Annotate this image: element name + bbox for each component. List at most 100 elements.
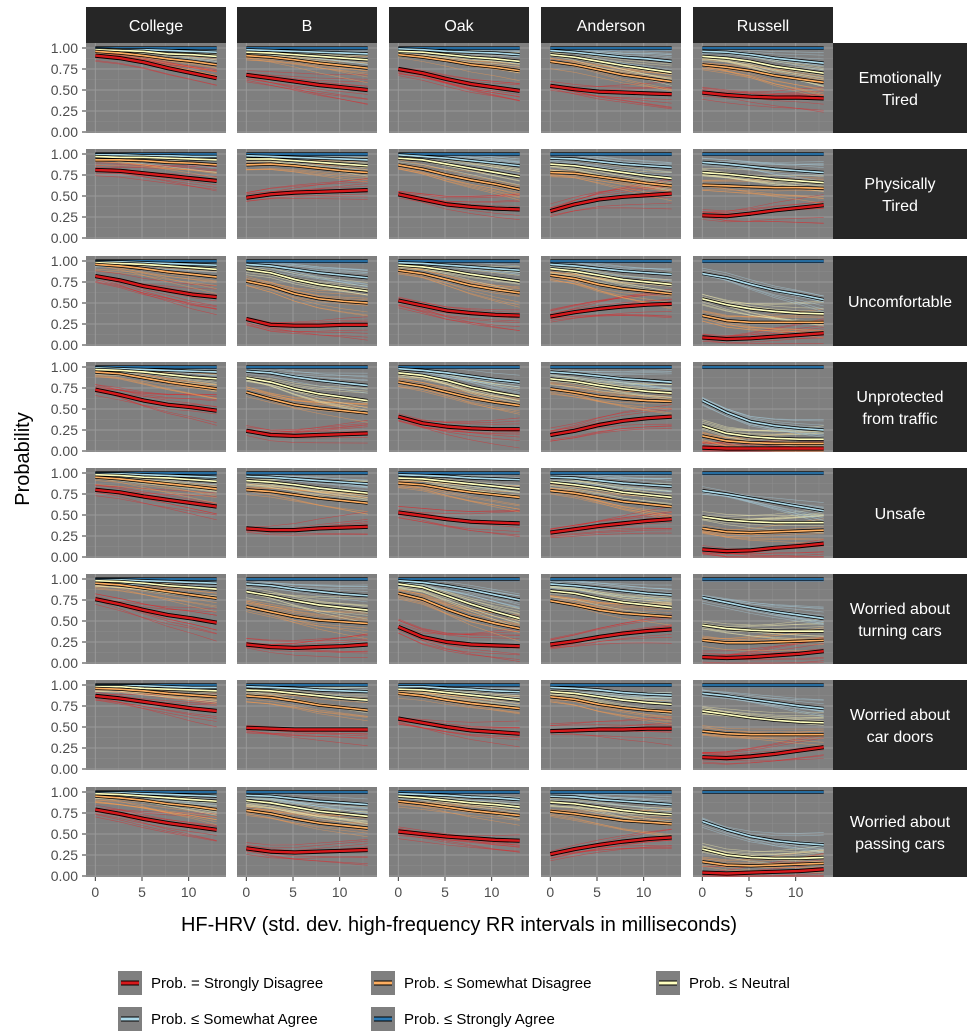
series-line-sd xyxy=(95,168,217,183)
draw-line-swd xyxy=(702,635,824,641)
draw-line-sd xyxy=(702,329,824,337)
series-line-swd xyxy=(246,809,368,829)
row-label: Tired xyxy=(882,92,918,109)
series-line-neu xyxy=(95,579,217,590)
legend: Prob. = Strongly Disagree Prob. ≤ Somewha… xyxy=(118,971,790,1031)
draw-line-sd xyxy=(550,315,672,321)
x-tick-label: 10 xyxy=(484,884,500,900)
draw-line-swd xyxy=(702,725,824,730)
series-line-sd xyxy=(95,274,217,299)
draw-line-swd xyxy=(246,701,368,717)
draw-line-sd xyxy=(550,426,672,440)
series-line-sd xyxy=(702,204,824,218)
y-tick-label: 0.75 xyxy=(51,592,78,608)
panel-1-4 xyxy=(693,149,833,239)
y-tick-label: 0.50 xyxy=(51,507,78,523)
series-line-sd xyxy=(95,694,217,713)
row-strip-7 xyxy=(833,787,967,877)
draw-line-swd xyxy=(550,68,672,91)
series-line-sd xyxy=(702,542,824,553)
draw-line-swd xyxy=(398,484,520,507)
draw-line-swa xyxy=(550,799,672,810)
series-line-swd xyxy=(702,730,824,736)
panel-3-0 xyxy=(86,362,226,452)
series-line-swa xyxy=(398,261,520,272)
series-line-neu xyxy=(702,297,824,315)
draw-line-sd xyxy=(398,721,520,748)
draw-line-swd xyxy=(398,57,520,81)
draw-line-sd xyxy=(702,194,824,213)
draw-line-sd xyxy=(398,417,520,441)
draw-line-swd xyxy=(246,168,368,176)
series-line-sd xyxy=(550,628,672,646)
draw-line-neu xyxy=(246,803,368,827)
y-tick-label: 0.50 xyxy=(51,613,78,629)
draw-line-swd xyxy=(702,646,824,651)
draw-line-swa xyxy=(702,595,824,613)
draw-line-swd xyxy=(95,484,217,498)
draw-line-swa xyxy=(702,164,824,177)
panel-1-1 xyxy=(237,149,377,239)
series-line-neu xyxy=(550,163,672,180)
draw-line-swd xyxy=(246,396,368,415)
y-tick-label: 0.75 xyxy=(51,274,78,290)
series-line-swd xyxy=(550,695,672,713)
series-line-swa xyxy=(701,399,824,431)
draw-line-swd xyxy=(246,701,368,718)
draw-line-swd xyxy=(246,168,368,178)
draw-line-sd xyxy=(550,529,672,537)
column-strip-2 xyxy=(389,7,529,43)
draw-line-sd xyxy=(246,647,368,658)
draw-line-swa xyxy=(702,695,824,712)
series-line-neu xyxy=(95,155,217,161)
draw-line-swd xyxy=(246,285,368,317)
y-tick-label: 1.00 xyxy=(51,359,78,375)
y-tick-label: 0.75 xyxy=(51,380,78,396)
draw-line-neu xyxy=(702,519,824,526)
series-line-sd xyxy=(398,830,520,842)
row-label: Unsafe xyxy=(875,506,926,523)
series-line-swd xyxy=(95,159,217,166)
series-line-sd xyxy=(550,836,672,856)
series-line-swd xyxy=(246,695,368,712)
y-axis-title: Probability xyxy=(12,412,34,505)
series-line-sd xyxy=(549,192,672,213)
series-line-swa xyxy=(550,371,672,383)
series-line-sd xyxy=(702,91,824,100)
draw-line-neu xyxy=(246,379,368,413)
draw-line-neu xyxy=(702,628,824,640)
draw-line-sd xyxy=(702,201,824,214)
series-line-neu xyxy=(702,710,824,724)
draw-line-swa xyxy=(702,274,824,307)
series-line-neu xyxy=(398,157,520,178)
draw-line-sd xyxy=(95,814,217,841)
series-line-neu xyxy=(398,50,520,63)
draw-line-swa xyxy=(550,375,672,390)
draw-line-sd xyxy=(95,816,217,842)
draw-line-neu xyxy=(550,587,672,603)
y-tick-label: 0.50 xyxy=(51,719,78,735)
series-line-sd xyxy=(550,727,672,733)
draw-line-neu xyxy=(702,294,824,309)
column-strip-3 xyxy=(541,7,681,43)
row-strip-4 xyxy=(833,468,967,558)
series-line-neu xyxy=(398,264,520,283)
row-label: Physically xyxy=(864,176,935,193)
x-tick-label: 10 xyxy=(332,884,348,900)
y-tick-label: 0.75 xyxy=(51,805,78,821)
draw-line-sd xyxy=(246,529,368,535)
draw-line-swd xyxy=(702,190,824,197)
y-tick-label: 0.25 xyxy=(51,634,78,650)
draw-line-neu xyxy=(550,692,672,712)
x-tick-label: 0 xyxy=(394,884,402,900)
column-label: College xyxy=(129,18,183,35)
series-line-neu xyxy=(702,848,824,860)
series-line-swa xyxy=(702,50,824,64)
series-line-sd xyxy=(702,868,824,875)
draw-line-sd xyxy=(246,732,368,738)
draw-line-sd xyxy=(95,491,217,521)
draw-line-swd xyxy=(398,167,520,198)
y-tick-label: 0.25 xyxy=(51,528,78,544)
draw-line-sd xyxy=(398,722,520,741)
series-line-neu xyxy=(398,372,520,398)
